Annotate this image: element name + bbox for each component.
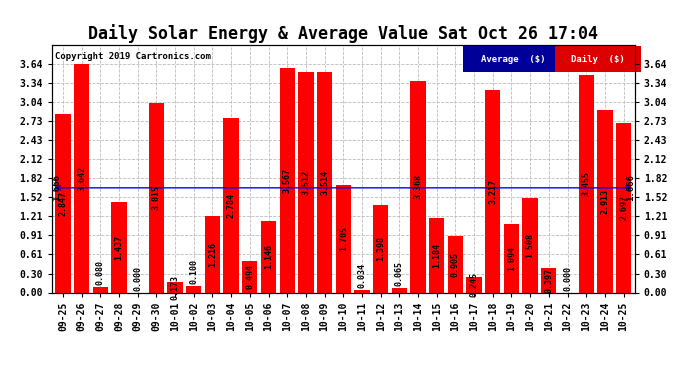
Bar [335,185,351,292]
Bar [504,224,519,292]
Bar [224,118,239,292]
Bar [279,68,295,292]
Text: 3.368: 3.368 [413,174,422,199]
Bar [298,72,313,292]
Bar [616,123,631,292]
Bar [578,75,594,292]
Text: 1.666: 1.666 [626,174,635,201]
Text: 3.642: 3.642 [77,166,86,190]
Text: 3.567: 3.567 [283,168,292,193]
Text: 1.666: 1.666 [52,174,61,201]
Text: 2.913: 2.913 [600,189,609,213]
Bar [186,286,201,292]
Bar [392,288,407,292]
Text: Daily  ($): Daily ($) [571,55,624,64]
Text: 1.216: 1.216 [208,242,217,267]
Text: 3.015: 3.015 [152,185,161,210]
Bar [429,218,444,292]
Text: 0.100: 0.100 [189,259,198,284]
Bar [205,216,220,292]
Text: 1.508: 1.508 [526,232,535,258]
Text: 3.217: 3.217 [489,179,497,204]
Text: 0.000: 0.000 [563,266,572,291]
Text: 1.184: 1.184 [432,243,441,268]
Bar [354,290,370,292]
Text: 1.094: 1.094 [507,246,516,271]
Title: Daily Solar Energy & Average Value Sat Oct 26 17:04: Daily Solar Energy & Average Value Sat O… [88,24,598,44]
Text: 1.146: 1.146 [264,244,273,269]
Text: Average  ($): Average ($) [482,55,546,64]
Bar [541,267,557,292]
Text: 3.455: 3.455 [582,171,591,196]
Bar [111,202,127,292]
Text: 0.034: 0.034 [357,263,366,288]
Bar [522,198,538,292]
Bar [149,103,164,292]
Bar [317,72,333,292]
Bar [598,110,613,292]
Bar [168,282,183,292]
Text: 3.512: 3.512 [302,170,310,195]
Text: 0.065: 0.065 [395,261,404,286]
Bar [485,90,500,292]
Bar [261,220,276,292]
Text: 1.398: 1.398 [376,236,385,261]
Text: 0.245: 0.245 [470,272,479,297]
Bar [466,277,482,292]
Bar [448,236,463,292]
Text: 0.080: 0.080 [96,260,105,285]
Text: 2.784: 2.784 [226,192,236,217]
Bar [55,114,70,292]
Bar [92,288,108,292]
Bar [411,81,426,292]
Bar [373,205,388,292]
FancyBboxPatch shape [555,46,640,72]
Bar [74,64,89,292]
Text: 0.000: 0.000 [133,266,142,291]
Text: 1.437: 1.437 [115,235,124,260]
Text: 2.697: 2.697 [619,195,628,220]
FancyBboxPatch shape [463,46,565,72]
Text: 0.397: 0.397 [544,267,553,292]
Text: 0.173: 0.173 [170,274,179,300]
Text: 2.847: 2.847 [59,190,68,216]
Text: 0.905: 0.905 [451,252,460,277]
Bar [242,261,257,292]
Text: 1.705: 1.705 [339,226,348,252]
Text: 0.494: 0.494 [246,264,255,290]
Text: Copyright 2019 Cartronics.com: Copyright 2019 Cartronics.com [55,53,210,62]
Text: 3.514: 3.514 [320,170,329,195]
